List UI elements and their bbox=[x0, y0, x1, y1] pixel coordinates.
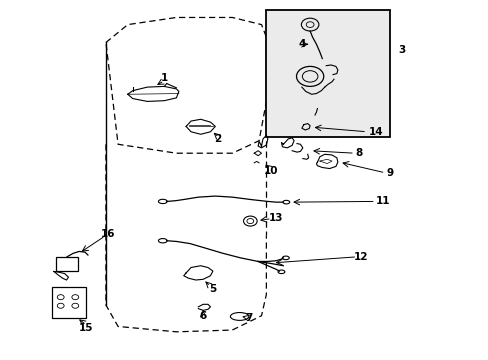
Bar bbox=[266, 10, 389, 137]
Text: 14: 14 bbox=[368, 127, 382, 137]
Text: 8: 8 bbox=[354, 148, 362, 158]
Text: 12: 12 bbox=[353, 252, 367, 262]
Text: 7: 7 bbox=[245, 312, 252, 323]
Text: 1: 1 bbox=[161, 73, 167, 83]
Text: 3: 3 bbox=[397, 45, 405, 55]
Text: 15: 15 bbox=[79, 323, 94, 333]
Text: 9: 9 bbox=[386, 168, 393, 178]
Text: 2: 2 bbox=[214, 134, 221, 144]
Bar bbox=[52, 287, 86, 318]
Text: 13: 13 bbox=[268, 212, 283, 222]
Text: 6: 6 bbox=[199, 311, 206, 321]
Text: 5: 5 bbox=[209, 284, 216, 294]
Bar bbox=[56, 257, 78, 271]
Text: 10: 10 bbox=[264, 166, 278, 176]
Text: 16: 16 bbox=[101, 229, 115, 239]
Text: 4: 4 bbox=[298, 39, 305, 49]
Text: 11: 11 bbox=[375, 197, 389, 206]
